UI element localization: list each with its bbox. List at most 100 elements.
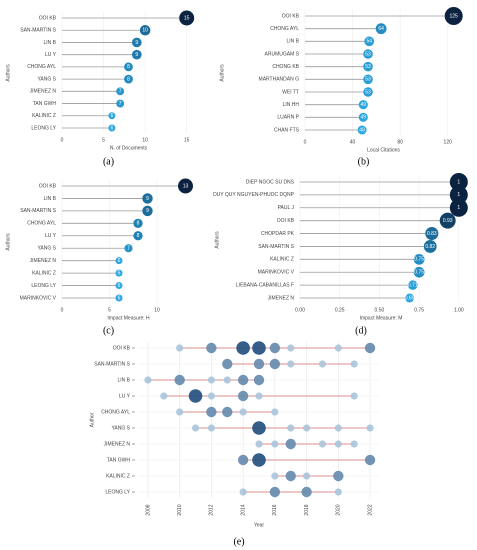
dot <box>131 49 142 60</box>
category-label: LIN B <box>117 377 130 383</box>
x-tick-label: 2016 <box>272 504 278 515</box>
category-label: CHONG AYL <box>27 64 56 70</box>
dot <box>375 23 387 35</box>
category-label: PAUL J <box>278 205 295 211</box>
x-tick-label: 2014 <box>240 504 246 515</box>
x-tick-label: 5 <box>102 137 105 143</box>
dot <box>413 253 425 265</box>
bubble <box>253 358 265 370</box>
x-tick-label: 0 <box>61 137 64 143</box>
bubble <box>350 392 358 400</box>
value-label: 0.71 <box>408 282 418 288</box>
bubble <box>333 470 344 482</box>
bubble <box>188 389 203 403</box>
category-label: YANG S <box>111 425 130 431</box>
category-label: CHONG AYL <box>270 26 299 32</box>
value-label: 1 <box>457 192 460 198</box>
bubble <box>287 424 295 432</box>
dot <box>116 87 125 96</box>
x-tick-label: 2012 <box>209 504 215 515</box>
caption: (b) <box>358 156 370 167</box>
dot <box>413 266 425 278</box>
x-tick-label: 10 <box>154 307 160 313</box>
dot <box>423 240 437 253</box>
category-label: LU Y <box>45 52 57 58</box>
category-label: OOI KB <box>39 183 57 189</box>
x-axis-label: Impact Measure: M <box>360 315 403 321</box>
dot <box>449 173 468 191</box>
bubble <box>252 453 266 467</box>
x-tick-label: 40 <box>350 139 356 145</box>
category-label: SAN-MARTIN S <box>94 361 130 367</box>
x-tick-label: 0 <box>304 139 307 145</box>
category-label: JIMENEZ N <box>104 441 131 447</box>
dot <box>133 218 143 228</box>
category-label: TAN GWH <box>107 457 131 463</box>
category-label: DIEP NGOC SU DNS <box>246 179 295 185</box>
dot <box>115 257 123 265</box>
y-axis-label: Authors <box>5 64 11 82</box>
category-label: CHAN FTS <box>274 127 300 133</box>
bubble <box>207 392 215 400</box>
dot <box>124 244 133 253</box>
x-tick-label: 15 <box>184 137 190 143</box>
dot <box>363 87 373 97</box>
category-label: SAN-MARTIN S <box>20 28 56 34</box>
value-label: 1 <box>457 179 460 185</box>
category-label: LEONG LY <box>105 489 130 495</box>
bubble <box>239 488 247 496</box>
category-label: MARINKOVIC V <box>258 270 295 276</box>
bubble <box>318 360 327 368</box>
value-label: 54 <box>366 39 372 45</box>
category-label: CHONG AYL <box>101 409 130 415</box>
value-label: 1 <box>457 205 460 211</box>
x-tick-label: 120 <box>444 139 453 145</box>
dot <box>115 282 123 290</box>
category-label: KALINIC Z <box>32 113 56 119</box>
bubble <box>207 424 215 432</box>
bubble <box>206 342 217 354</box>
dot <box>449 185 468 204</box>
bubble <box>236 341 250 355</box>
value-label: 0.75 <box>414 270 424 276</box>
bubble <box>271 408 279 416</box>
value-label: 8 <box>127 76 130 82</box>
value-label: 6 <box>110 113 113 119</box>
bubble <box>207 376 215 384</box>
value-label: 0.82 <box>425 244 435 250</box>
x-tick-label: 0.75 <box>414 307 424 313</box>
bubble <box>252 421 266 435</box>
x-tick-label: 2022 <box>367 504 373 515</box>
category-label: LIN B <box>43 196 56 202</box>
category-label: LIN HH <box>283 102 300 108</box>
x-tick-label: 0.00 <box>295 307 305 313</box>
x-axis-label: Local Citations <box>367 147 400 153</box>
dot <box>115 269 123 277</box>
bubble <box>287 344 295 352</box>
dot <box>439 212 456 229</box>
value-label: 53 <box>365 51 371 57</box>
category-label: MARINKOVIC V <box>20 295 57 301</box>
value-label: 9 <box>146 208 149 214</box>
value-label: 6 <box>118 283 121 289</box>
bubble <box>239 408 247 416</box>
bubble <box>191 424 200 432</box>
value-label: 15 <box>184 15 190 21</box>
x-axis-label: Impact Measure: H <box>107 315 150 321</box>
bubble <box>222 406 233 418</box>
bubble <box>364 342 376 354</box>
bubble <box>269 486 281 498</box>
dot <box>139 24 151 36</box>
y-axis-label: Authors <box>219 64 225 82</box>
category-label: CHOPDAR PK <box>261 231 295 237</box>
bubble <box>334 440 342 448</box>
bubble <box>222 358 233 370</box>
caption: (a) <box>103 156 114 167</box>
category-label: YANG S <box>37 76 56 82</box>
caption: (d) <box>355 325 367 336</box>
value-label: 53 <box>365 77 371 83</box>
x-tick-label: 10 <box>142 137 148 143</box>
category-label: CHONG AYL <box>27 221 56 227</box>
value-label: 64 <box>378 26 384 32</box>
category-label: LUARN P <box>277 115 299 121</box>
